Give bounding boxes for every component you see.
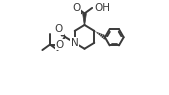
Text: O: O	[72, 3, 81, 13]
Text: O: O	[55, 24, 63, 34]
Text: N: N	[71, 38, 79, 48]
Text: O: O	[56, 40, 64, 49]
Text: OH: OH	[94, 3, 110, 13]
Polygon shape	[83, 13, 86, 25]
